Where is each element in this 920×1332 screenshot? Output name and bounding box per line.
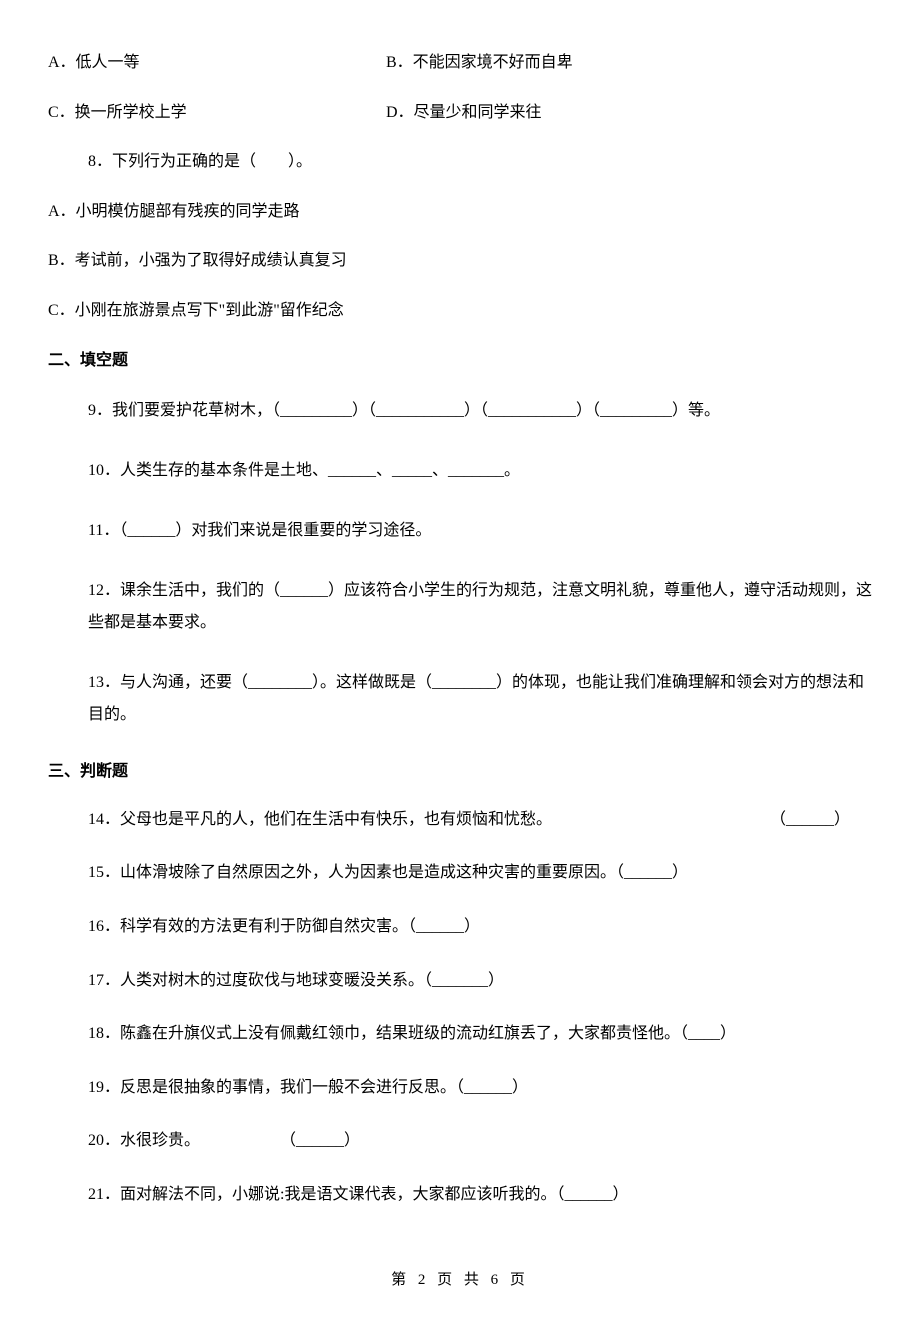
q13: 13．与人沟通，还要（________）。这样做既是（________）的体现，…	[48, 667, 872, 731]
q7-option-d: D．尽量少和同学来往	[386, 100, 872, 126]
q8-option-b: B．考试前，小强为了取得好成绩认真复习	[48, 248, 872, 274]
q14-text: 14．父母也是平凡的人，他们在生活中有快乐，也有烦恼和忧愁。	[88, 807, 552, 833]
section-3-heading: 三、判断题	[48, 759, 872, 785]
q7-option-b: B．不能因家境不好而自卑	[386, 50, 872, 76]
q21: 21．面对解法不同，小娜说:我是语文课代表，大家都应该听我的。（______）	[48, 1182, 872, 1208]
q16: 16．科学有效的方法更有利于防御自然灾害。（______）	[48, 914, 872, 940]
q12-text: 12．课余生活中，我们的（______）应该符合小学生的行为规范，注意文明礼貌，…	[88, 582, 872, 631]
section-2-heading: 二、填空题	[48, 348, 872, 374]
q19: 19．反思是很抽象的事情，我们一般不会进行反思。（______）	[48, 1075, 872, 1101]
q9: 9．我们要爱护花草树木，（_________）（___________）（___…	[48, 395, 872, 427]
q7-option-c: C．换一所学校上学	[48, 100, 386, 126]
q20: 20．水很珍贵。 （______）	[48, 1128, 872, 1154]
q12: 12．课余生活中，我们的（______）应该符合小学生的行为规范，注意文明礼貌，…	[48, 575, 872, 639]
q14-blank: （______）	[770, 807, 850, 833]
q17: 17．人类对树木的过度砍伐与地球变暖没关系。（_______）	[48, 968, 872, 994]
q13-text: 13．与人沟通，还要（________）。这样做既是（________）的体现，…	[88, 674, 864, 723]
q8-stem: 8．下列行为正确的是（ ）。	[48, 149, 872, 175]
q18: 18．陈鑫在升旗仪式上没有佩戴红领巾，结果班级的流动红旗丢了，大家都责怪他。（_…	[48, 1021, 872, 1047]
q10: 10．人类生存的基本条件是土地、______、_____、_______。	[48, 455, 872, 487]
page-footer: 第 2 页 共 6 页	[48, 1268, 872, 1292]
q8-option-a: A．小明模仿腿部有残疾的同学走路	[48, 199, 872, 225]
q11: 11．（______）对我们来说是很重要的学习途径。	[48, 515, 872, 547]
q8-option-c: C．小刚在旅游景点写下"到此游"留作纪念	[48, 298, 872, 324]
q15: 15．山体滑坡除了自然原因之外，人为因素也是造成这种灾害的重要原因。（_____…	[48, 860, 872, 886]
q7-option-a: A．低人一等	[48, 50, 386, 76]
